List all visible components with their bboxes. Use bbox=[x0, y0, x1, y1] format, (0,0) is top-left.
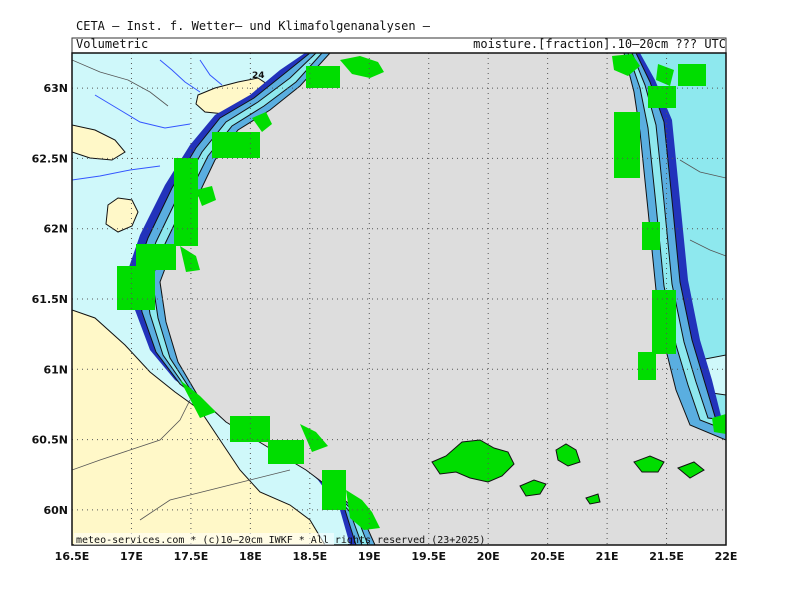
map-title: CETA – Inst. f. Wetter– und Klimafolgena… bbox=[76, 19, 431, 33]
x-tick-label: 17.5E bbox=[174, 550, 209, 563]
x-tick-label: 21E bbox=[596, 550, 619, 563]
variable-label: Volumetric bbox=[76, 37, 149, 51]
dry-land-west bbox=[72, 124, 126, 161]
subtitle-box bbox=[71, 37, 727, 54]
x-tick-label: 21.5E bbox=[649, 550, 684, 563]
y-tick-label: 61N bbox=[43, 363, 68, 376]
x-tick-label: 16.5E bbox=[55, 550, 90, 563]
x-axis-ticks: 16.5E 17E 17.5E 18E 18.5E 19E 19.5E 20E … bbox=[55, 550, 738, 563]
x-tick-label: 20E bbox=[477, 550, 500, 563]
lake-patch bbox=[105, 197, 139, 233]
map-layers: 24 bbox=[72, 53, 726, 545]
x-tick-label: 19E bbox=[358, 550, 381, 563]
x-tick-label: 19.5E bbox=[411, 550, 446, 563]
coast-green-sweden bbox=[117, 56, 384, 530]
borders bbox=[72, 59, 726, 521]
plot-frame bbox=[71, 52, 727, 546]
copyright-backdrop bbox=[74, 533, 334, 545]
island-cluster bbox=[431, 439, 705, 505]
y-tick-label: 63N bbox=[43, 82, 68, 95]
x-tick-label: 22E bbox=[715, 550, 738, 563]
copyright-text: meteo-services.com * (c)10–20cm IWKF * A… bbox=[76, 535, 485, 546]
y-tick-label: 62N bbox=[43, 223, 68, 236]
point-label: 24 bbox=[252, 71, 265, 81]
grid-lines bbox=[72, 53, 726, 545]
variable-units-label: moisture.[fraction].10–20cm ??? UTC bbox=[473, 37, 726, 51]
x-tick-label: 17E bbox=[120, 550, 143, 563]
y-tick-label: 60N bbox=[43, 504, 68, 517]
rivers bbox=[72, 59, 223, 181]
y-tick-label: 62.5N bbox=[32, 152, 68, 165]
x-tick-label: 18E bbox=[239, 550, 262, 563]
x-tick-label: 20.5E bbox=[530, 550, 565, 563]
y-tick-label: 60.5N bbox=[32, 434, 68, 447]
x-tick-label: 18.5E bbox=[292, 550, 327, 563]
coast-green-finland bbox=[612, 54, 726, 434]
y-tick-label: 61.5N bbox=[32, 293, 68, 306]
y-axis-ticks: 60N 60.5N 61N 61.5N 62N 62.5N 63N bbox=[32, 82, 68, 517]
